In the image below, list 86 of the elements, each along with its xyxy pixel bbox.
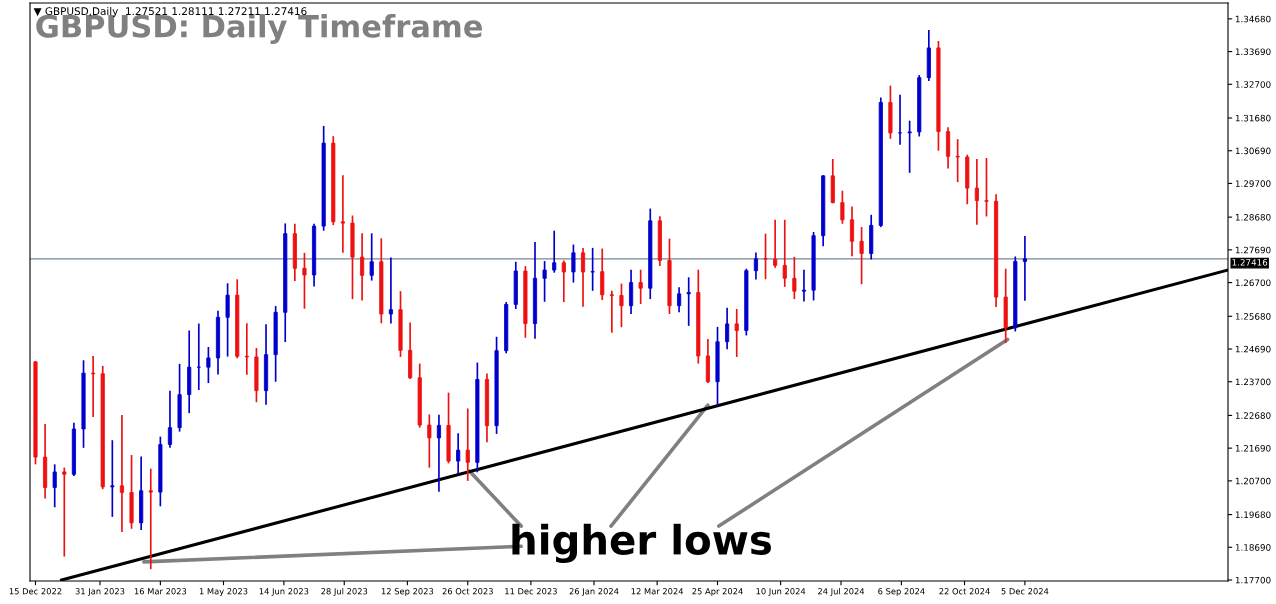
candlestick <box>849 205 855 257</box>
y-tick-label: 1.23700 <box>1235 378 1271 386</box>
candlestick <box>792 255 797 300</box>
y-tick-label: 1.26700 <box>1235 279 1271 287</box>
x-tick-label: 25 Apr 2024 <box>692 588 743 597</box>
x-tick-label: 6 Sep 2024 <box>878 588 925 597</box>
candlestick <box>753 251 758 281</box>
y-tick-label: 1.22680 <box>1235 412 1271 419</box>
y-tick-label: 1.28680 <box>1235 213 1271 221</box>
y-tick-label: 1.29700 <box>1235 180 1271 187</box>
y-tick-label: 1.31680 <box>1235 114 1271 122</box>
y-tick-label: 1.33690 <box>1235 48 1271 56</box>
ref-line-label: 1.27416 <box>1232 259 1268 266</box>
x-tick-label: 5 Dec 2024 <box>1001 588 1049 595</box>
x-tick-label: 22 Oct 2024 <box>939 588 990 595</box>
candlestick <box>801 268 807 303</box>
candlestick <box>600 247 605 301</box>
x-tick-label: 31 Jan 2023 <box>75 588 125 596</box>
y-tick-label: 1.20700 <box>1235 477 1271 485</box>
annotation: higher lows <box>512 523 771 564</box>
y-tick-label: 1.34680 <box>1235 15 1271 23</box>
candlestick <box>561 259 566 303</box>
candlestick <box>907 119 912 174</box>
candlestick <box>388 256 393 325</box>
candlestick <box>436 413 442 493</box>
candlestick <box>782 218 787 288</box>
candlestick <box>465 407 470 482</box>
candlestick <box>206 346 211 384</box>
candlestick <box>167 389 173 449</box>
candlestick <box>955 138 960 183</box>
x-tick-label: 1 May 2023 <box>199 588 248 597</box>
candlestick <box>609 290 614 334</box>
x-tick-label: 12 Mar 2024 <box>631 588 684 595</box>
candlestick <box>763 232 768 281</box>
candlestick <box>360 232 365 302</box>
y-tick-label: 1.25680 <box>1235 313 1271 320</box>
candlestick <box>302 252 307 310</box>
candlestick <box>734 308 739 358</box>
candlestick <box>456 432 461 476</box>
x-tick-label: 15 Dec 2022 <box>9 588 62 595</box>
candlestick <box>619 282 624 329</box>
x-tick-label: 28 Jul 2023 <box>321 587 368 596</box>
candlestick <box>984 157 989 218</box>
y-tick-label: 1.19680 <box>1235 511 1271 519</box>
x-tick-label: 11 Dec 2023 <box>505 588 557 595</box>
candlestick <box>580 247 586 308</box>
x-tick-label: 24 Jul 2024 <box>818 587 865 596</box>
candlestick <box>974 158 979 226</box>
y-tick-label: 1.27690 <box>1235 246 1271 254</box>
candlestick <box>52 463 57 509</box>
candlestick <box>244 322 249 376</box>
x-tick-label: 10 Jun 2024 <box>756 588 806 596</box>
candlestick <box>773 218 778 269</box>
candlestick <box>148 467 153 570</box>
candlestick <box>1022 235 1027 302</box>
x-tick-label: 26 Oct 2023 <box>442 588 493 595</box>
candlestick <box>552 229 557 274</box>
y-tick-label: 1.32700 <box>1235 81 1271 88</box>
candlestick <box>110 439 115 518</box>
candlestick <box>427 413 432 469</box>
y-tick-label: 1.30690 <box>1235 147 1271 155</box>
candlestick <box>62 466 67 558</box>
candlestick <box>638 268 643 305</box>
x-tick-label: 12 Sep 2023 <box>381 588 434 597</box>
candlestick <box>897 94 903 146</box>
candlestick <box>91 355 96 418</box>
candlestick <box>369 232 374 282</box>
x-tick-label: 14 Jun 2023 <box>259 588 309 596</box>
candlestick <box>340 174 345 254</box>
candlestick <box>725 306 730 351</box>
candlestick <box>840 189 845 225</box>
y-tick-label: 1.17700 <box>1235 576 1271 584</box>
candlestick <box>686 276 691 327</box>
x-tick-label: 16 Mar 2023 <box>134 588 187 595</box>
candlestick <box>859 226 864 286</box>
candlestick <box>590 247 595 292</box>
candlestick <box>677 286 682 314</box>
y-tick-label: 1.18690 <box>1235 544 1271 551</box>
candlestick <box>225 282 230 358</box>
x-tick-label: 26 Jan 2024 <box>569 588 619 596</box>
y-tick-label: 1.24690 <box>1235 345 1271 353</box>
candlestick <box>628 268 634 315</box>
candlestick <box>119 414 125 533</box>
candlestick <box>542 260 547 303</box>
y-tick-label: 1.21690 <box>1235 444 1271 452</box>
candlestick <box>571 243 576 284</box>
